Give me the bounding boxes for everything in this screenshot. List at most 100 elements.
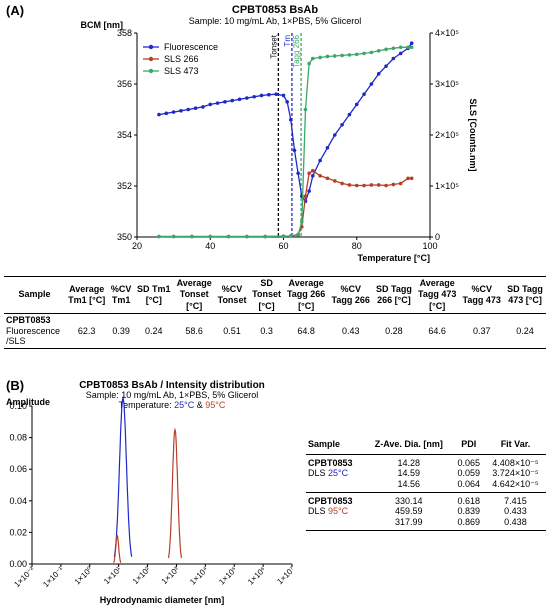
chart-a-vline-label: Tm <box>283 35 292 47</box>
chart-a-point <box>391 46 396 51</box>
chart-a-legend-label: SLS 266 <box>164 54 199 64</box>
chart-a-series-line <box>159 169 412 238</box>
chart-a-y-tick-label-right: 4×10⁵ <box>435 28 459 38</box>
chart-a-point <box>307 61 311 66</box>
table-b-cell: 0.433 <box>504 506 527 517</box>
chart-a-point <box>409 45 414 50</box>
table-b-sample-cell: CPBT0853 <box>306 493 365 507</box>
chart-a-x-tick-label: 80 <box>352 241 362 251</box>
chart-a-y-tick-label-left: 352 <box>117 181 132 191</box>
chart-a-point <box>223 100 227 104</box>
chart-b-title: CPBT0853 BsAb / Intensity distribution <box>79 380 265 391</box>
chart-b-x-tick-label: 1×10⁵ <box>217 565 238 586</box>
chart-a-point <box>171 110 176 114</box>
chart-b-y-tick-label: 0.06 <box>9 464 27 474</box>
chart-a-point <box>369 183 374 187</box>
chart-a-point <box>325 176 330 181</box>
chart-a-point <box>376 72 381 76</box>
chart-a-point <box>406 45 410 50</box>
table-b-cell: 14.59 <box>397 468 421 479</box>
table-b-sample-name: CPBT0853 <box>308 458 353 468</box>
chart-a-legend-marker <box>148 56 154 62</box>
table-a-header: Average Tagg 266 [°C] <box>286 278 326 311</box>
table-a-cell: 0.43 <box>341 325 360 336</box>
chart-b-y-tick-label: 0.08 <box>9 433 27 443</box>
chart-a-point <box>307 189 311 193</box>
table-b-header: Z-Ave. Dia. [nm] <box>364 434 453 455</box>
chart-a-point <box>296 171 300 176</box>
table-a-header: Average Tm1 [°C] <box>68 283 106 305</box>
chart-a-title: CPBT0853 BsAb <box>232 4 318 16</box>
table-b-cell: 7.415 <box>504 496 527 507</box>
chart-a-point <box>311 174 315 178</box>
chart-a-point <box>259 93 264 98</box>
chart-b-temperature-line: Temperature: 25°C & 95°C <box>119 400 226 410</box>
chart-a-point <box>376 49 381 53</box>
chart-b-temp-amp: & <box>194 400 205 410</box>
table-b-header-row: Sample Z-Ave. Dia. [nm] PDI Fit Var. <box>306 434 546 455</box>
table-b-cell: 459.59 <box>395 506 423 517</box>
chart-a-point <box>391 182 396 187</box>
chart-b-peak <box>113 396 133 557</box>
chart-a-point <box>157 112 161 117</box>
chart-a-point <box>409 176 414 181</box>
chart-a-point <box>340 123 344 127</box>
chart-a-point <box>311 56 315 61</box>
table-a-header: %CV Tagg 473 <box>462 283 501 305</box>
chart-a-y-tick-label-left: 358 <box>117 28 132 38</box>
table-b-cell: 330.14 <box>395 496 423 507</box>
table-b: Sample Z-Ave. Dia. [nm] PDI Fit Var. CPBT08… <box>306 434 546 532</box>
chart-a-point <box>340 53 344 58</box>
table-a-cell: 0.37 <box>472 325 491 336</box>
chart-a-point <box>325 145 330 150</box>
table-b-cell: 14.56 <box>364 478 453 494</box>
chart-a-legend-label: Fluorescence <box>164 42 218 52</box>
chart-b-y-tick-label: 0.10 <box>9 401 27 411</box>
table-b-header: PDI <box>452 434 485 455</box>
table-a-cell: 0.24 <box>516 325 534 336</box>
chart-b-x-tick-label: 1×10⁰ <box>73 565 94 586</box>
table-b-cell: 0.438 <box>484 516 546 532</box>
chart-a-point <box>237 97 242 102</box>
chart-a-point <box>289 234 293 238</box>
chart-a-point <box>230 98 235 103</box>
table-b-sample-cell <box>306 516 365 532</box>
chart-a-point <box>376 183 381 187</box>
table-b-sample-name: CPBT0853 <box>308 496 353 507</box>
panel-label-b: (B) <box>6 378 25 393</box>
table-b-header: Fit Var. <box>484 434 546 455</box>
chart-a-point <box>391 56 396 61</box>
chart-a-point <box>398 181 403 186</box>
chart-b-temp-95: 95°C <box>205 400 226 410</box>
chart-a-y-tick-label-left: 356 <box>117 79 132 89</box>
chart-b-temp-label: Temperature: <box>119 400 175 410</box>
table-b-sample-cell: DLS 95°C <box>306 506 365 516</box>
chart-a-point <box>292 148 297 153</box>
chart-a-point <box>193 106 198 111</box>
table-b-cell: 4.642×10⁻⁵ <box>484 478 546 494</box>
chart-a-point <box>190 234 194 239</box>
chart-a-point <box>303 194 308 198</box>
chart-a-point <box>318 55 322 60</box>
table-b-cell: 0.839 <box>457 506 481 517</box>
chart-a-y-tick-label-right: 2×10⁵ <box>435 130 459 140</box>
table-row: 14.56 0.064 4.642×10⁻⁵ <box>306 478 546 494</box>
chart-a-point <box>300 219 304 224</box>
table-a-header: SD Tonset [°C] <box>252 278 281 311</box>
table-a-header: SD Tagg 473 [°C] <box>507 283 543 305</box>
table-b-cell: 0.618 <box>457 496 481 507</box>
chart-a-point <box>226 234 231 239</box>
table-b-cell: 0.869 <box>452 516 485 532</box>
chart-a-y-tick-label-left: 354 <box>117 130 132 140</box>
chart-a-point <box>245 96 249 100</box>
chart-a-point <box>406 176 410 181</box>
table-a-cell: 0.39 <box>112 325 130 336</box>
chart-a-point <box>347 53 352 57</box>
table-b-cell: 0.064 <box>452 478 485 494</box>
chart-a-point <box>267 92 271 97</box>
chart-a-point <box>398 45 403 50</box>
table-a: Sample Average Tm1 [°C] %CV Tm1 SD Tm1 [°C] Ave… <box>4 276 546 349</box>
chart-a-point <box>311 168 315 173</box>
chart-b-peak <box>113 534 122 564</box>
chart-a-point <box>354 52 359 57</box>
